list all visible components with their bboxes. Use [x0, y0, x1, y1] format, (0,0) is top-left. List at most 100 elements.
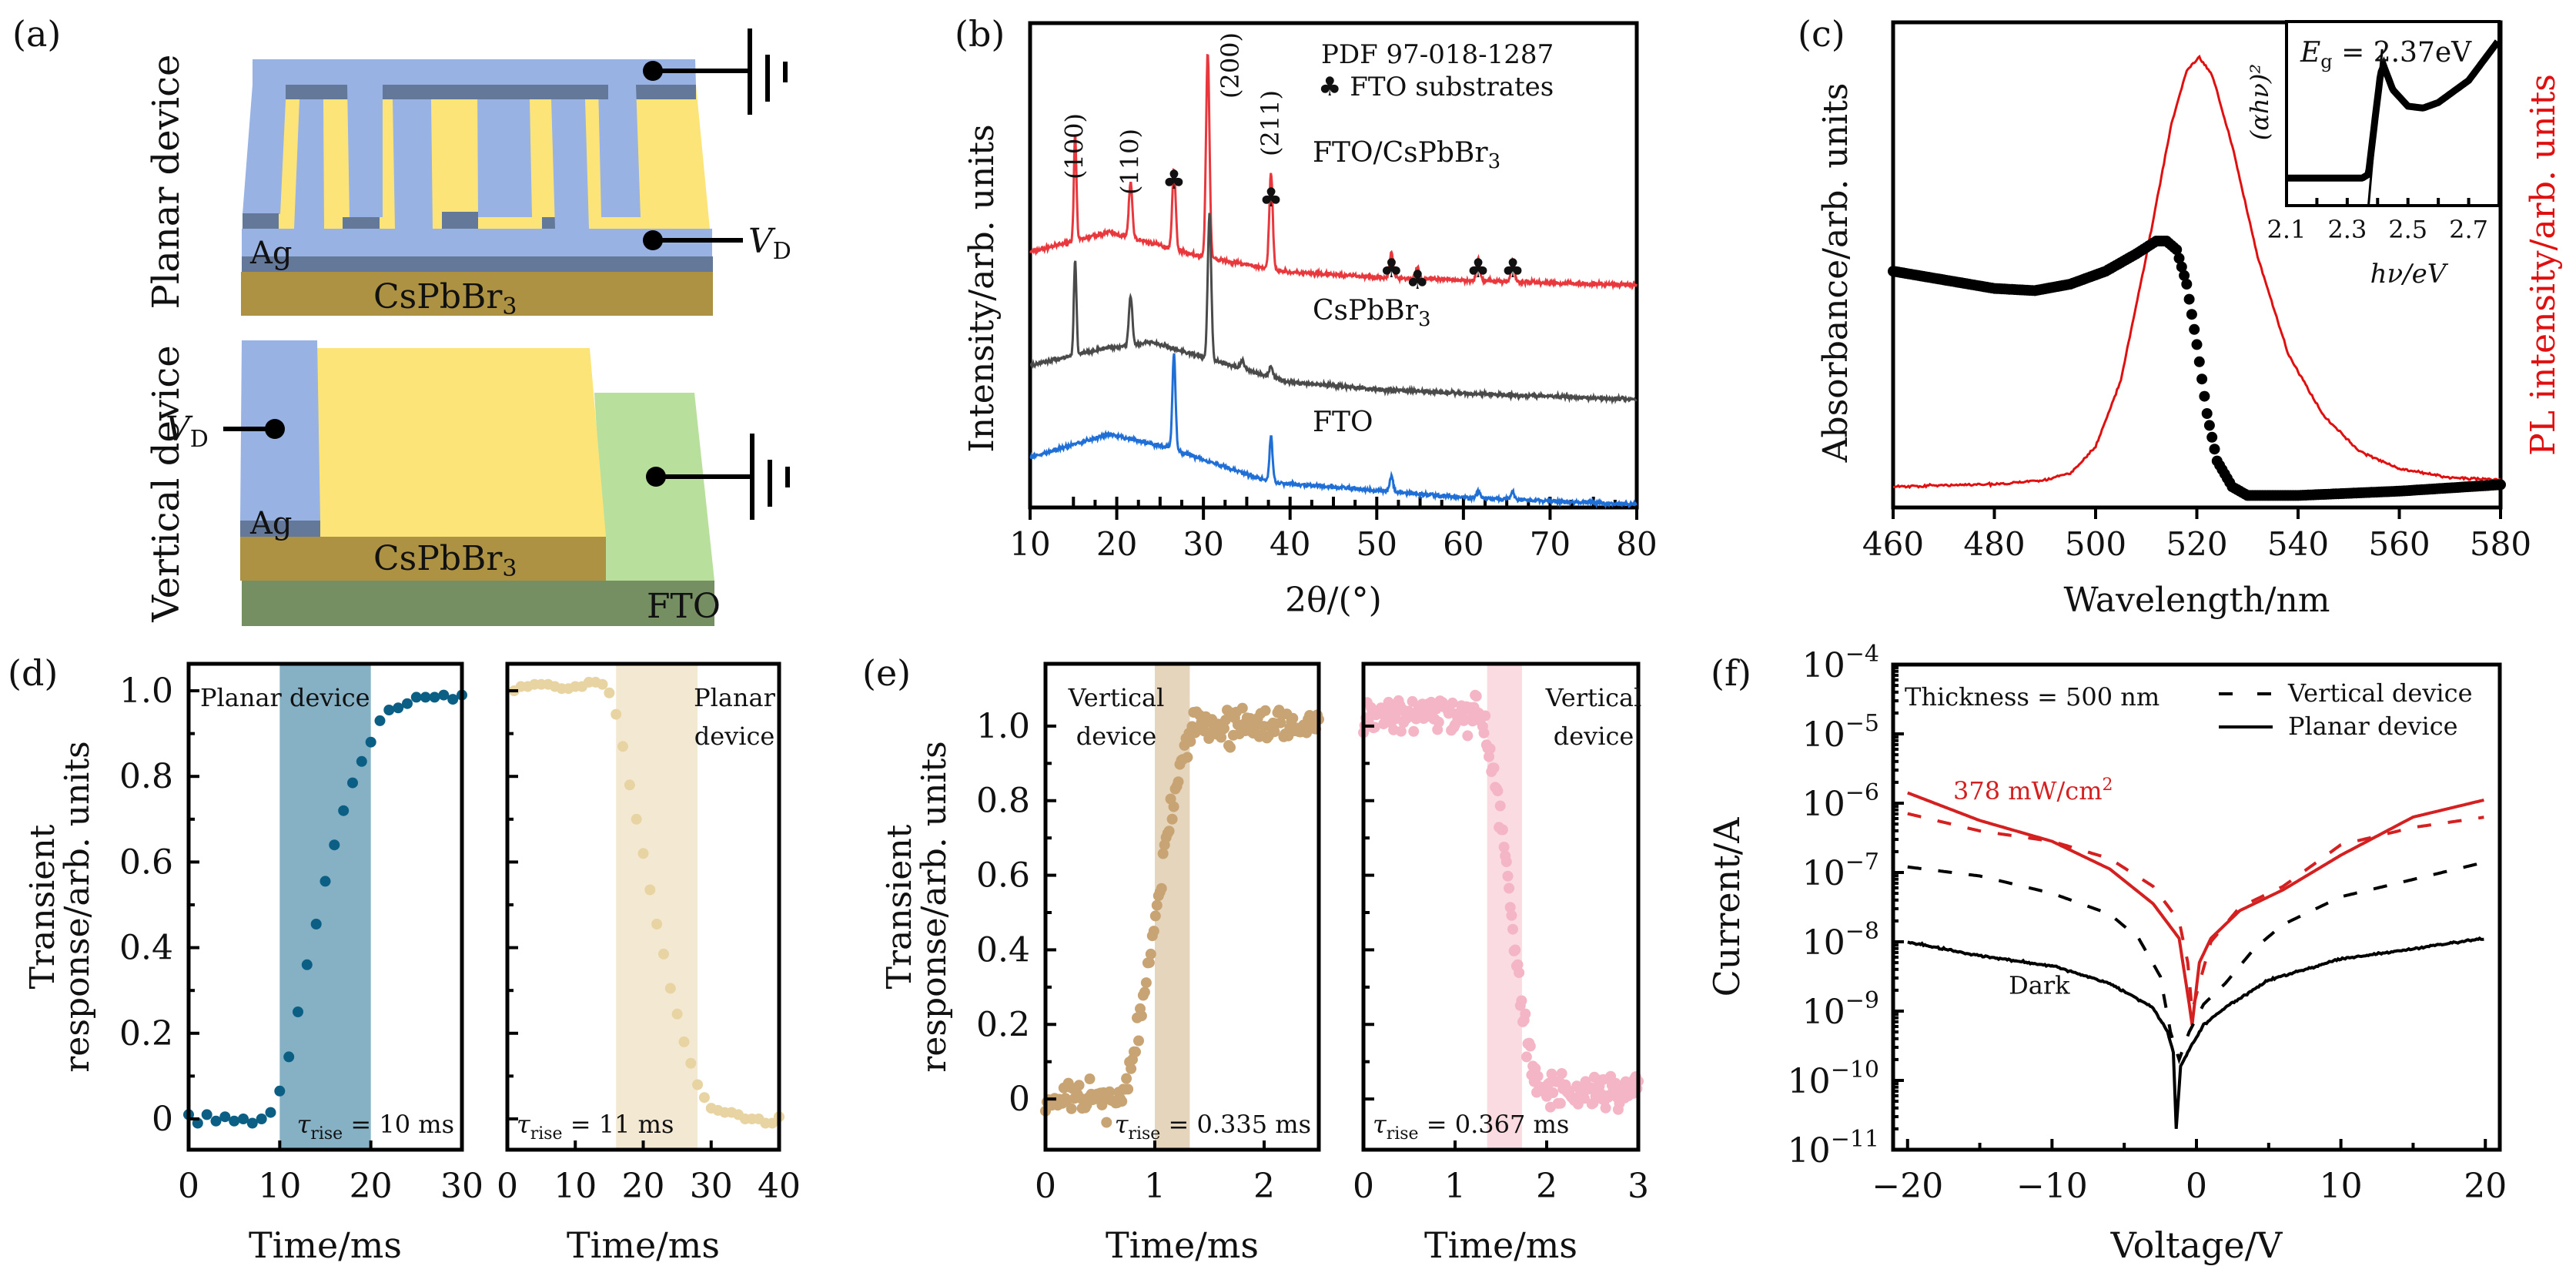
data-point [1220, 715, 1231, 725]
absorbance-point [2199, 390, 2210, 402]
series-line-cspbbr3 [1029, 213, 1638, 405]
pl-line [1892, 54, 2501, 490]
data-point [447, 694, 459, 705]
y-tick-label: 10−6 [1802, 779, 1879, 824]
y-axis-title-line1: Transient [880, 824, 919, 989]
data-point [767, 1117, 778, 1129]
series-label: CsPbBr3 [1313, 295, 1431, 331]
data-point [201, 1109, 212, 1120]
y-tick-label: 10−11 [1788, 1126, 1879, 1171]
data-point [1447, 697, 1458, 708]
panel-label-e: (e) [862, 652, 911, 694]
x-tick-label: 0 [1035, 1167, 1056, 1206]
data-point [1578, 1093, 1590, 1104]
data-point [1478, 727, 1490, 738]
vertical-bias-label: VD [166, 410, 209, 453]
series-label-text: CsPbBr [1313, 295, 1419, 327]
club-marker: ♣ [1380, 253, 1403, 284]
inset-x-tick-label: 2.7 [2449, 215, 2488, 244]
y-tick-base: 10 [1802, 715, 1845, 755]
planar-perovskite-label: CsPbBr3 [373, 277, 517, 320]
data-point [671, 1008, 683, 1020]
device-label-line1: Planar [694, 683, 776, 712]
data-point [310, 919, 322, 929]
data-point [274, 1085, 286, 1097]
peak-label: (100) [1060, 113, 1089, 179]
data-point [1133, 1035, 1144, 1047]
dark-annotation: Dark [2009, 971, 2070, 1000]
time-constant-part: τ [1373, 1110, 1387, 1139]
x-tick-label: 10 [2320, 1167, 2363, 1206]
pdf-annotation: PDF 97-018-1287 [1321, 39, 1554, 70]
device-label-line2: device [694, 722, 775, 751]
data-point [1148, 926, 1159, 937]
planar-device-diagram: Planar device [145, 28, 791, 320]
data-point [651, 919, 663, 929]
y-tick-label: 10−10 [1788, 1057, 1879, 1101]
y-tick-label: 0.2 [119, 1014, 173, 1053]
series-label: FTO [1313, 407, 1373, 438]
data-point [438, 689, 450, 701]
data-point [374, 715, 386, 726]
series-label: FTO/CsPbBr3 [1313, 137, 1500, 173]
series-line [1907, 812, 2484, 1012]
data-point [597, 678, 608, 690]
planar-device-title: Planar device [145, 55, 188, 310]
data-point [604, 687, 615, 698]
absorbance-point [2196, 373, 2208, 385]
legend-label: Vertical device [2287, 678, 2473, 708]
absorbance-point [2179, 270, 2190, 281]
data-point [347, 777, 358, 789]
data-point [1156, 883, 1167, 894]
legend-label: Planar device [2288, 712, 2458, 741]
data-point [420, 692, 431, 703]
y-tick-exponent: −7 [1845, 849, 1879, 876]
power-annotation-sup: 2 [2103, 775, 2113, 795]
data-point [1126, 1063, 1137, 1074]
data-point [383, 705, 395, 715]
planar-fall-chart: 0 10 20 30 40 Time/ms Planar device τrise = 11 m… [497, 661, 801, 1266]
data-point [1084, 1073, 1096, 1084]
data-point [1173, 776, 1184, 788]
time-constant-label: τrise = 0.367 ms [1373, 1110, 1569, 1144]
x-tick-label: 2 [1253, 1167, 1275, 1206]
x-tick-label: 0 [2186, 1167, 2207, 1206]
xrd-chart: 10 20 30 40 50 60 70 80 2θ/(°) Intensity/arb. uni… [962, 21, 1658, 620]
y-axis-title-left: Absorbance/arb. units [1816, 83, 1855, 464]
data-point [1500, 856, 1512, 868]
peak-label: (200) [1216, 32, 1245, 99]
absorbance-point [2173, 253, 2185, 264]
absorbance-point [2203, 420, 2215, 431]
y-tick-label: 1.0 [976, 707, 1030, 746]
data-point [1514, 967, 1525, 979]
y-tick-exponent: −6 [1845, 779, 1879, 806]
data-point [1504, 883, 1515, 894]
x-axis-title: Time/ms [249, 1224, 402, 1266]
data-point [1395, 725, 1407, 737]
planar-rise-chart: 0 10 20 3000.20.40.60.81.0Time/msTransientr… [23, 661, 483, 1266]
data-point [1122, 1083, 1134, 1095]
y-tick-exponent: −10 [1831, 1057, 1879, 1083]
device-label: Planar device [200, 683, 370, 712]
y-tick-label: 0 [152, 1100, 173, 1139]
x-tick-label: 20 [622, 1167, 665, 1206]
series-label-sub: 3 [1418, 308, 1431, 331]
data-point [238, 1114, 249, 1124]
series-line [1907, 860, 2484, 1065]
vertical-perovskite-surface [317, 348, 606, 537]
y-tick-exponent: −9 [1845, 987, 1879, 1014]
panel-label-d: (d) [8, 652, 58, 694]
data-point [210, 1115, 222, 1127]
y-tick-label: 0.4 [119, 929, 173, 968]
data-point [1467, 715, 1478, 727]
y-tick-label: 0.2 [976, 1005, 1030, 1044]
vertical-rise-chart: 0 1 2 0 0.2 0.4 0.6 0.8 1.0 Time/ms Transientrespo… [880, 661, 1324, 1266]
absorbance-point [2183, 293, 2195, 305]
vertical-fto-surface [594, 393, 714, 581]
x-axis-title: Voltage/V [2110, 1224, 2283, 1266]
planar-ag-bottom-side [242, 256, 713, 272]
data-point [1504, 902, 1516, 913]
time-constant-label: τrise = 0.335 ms [1115, 1110, 1311, 1144]
x-axis-title: Time/ms [567, 1224, 720, 1266]
absorbance-point [2176, 261, 2187, 273]
